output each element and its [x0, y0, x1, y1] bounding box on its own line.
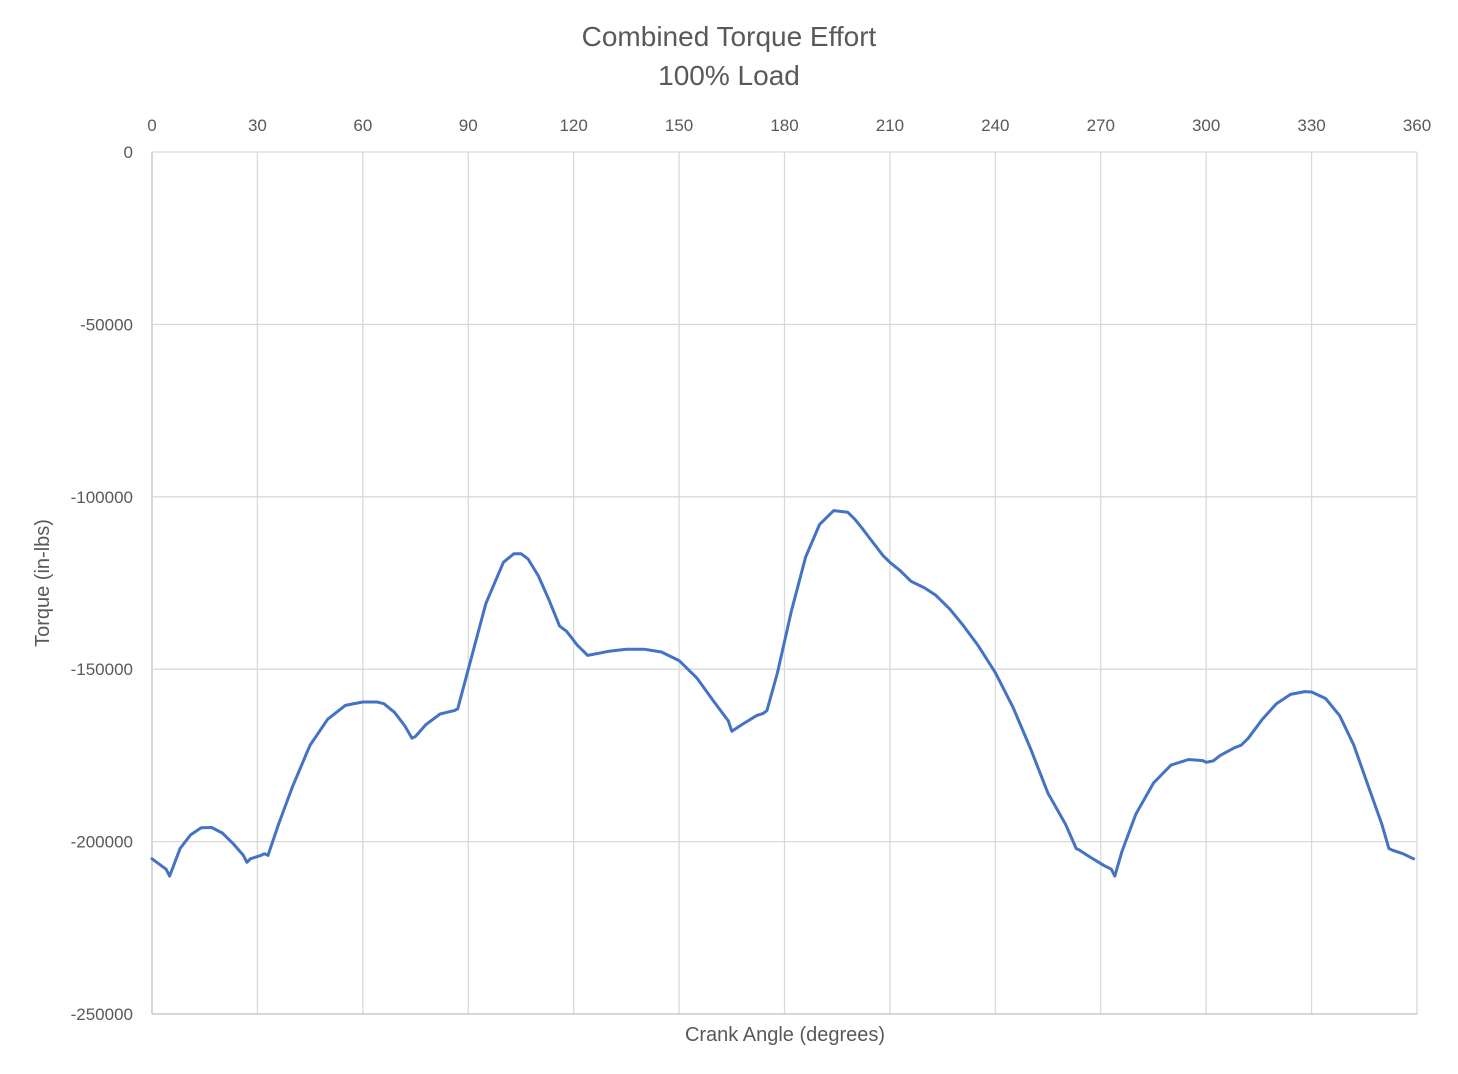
y-tick-label: -50000 — [80, 315, 133, 334]
grid — [151, 151, 1418, 1015]
x-axis-label: Crank Angle (degrees) — [685, 1024, 885, 1046]
x-tick-label: 360 — [1403, 116, 1431, 135]
x-tick-label: 330 — [1297, 116, 1325, 135]
x-axis-ticks: 0 30 60 90 120 150 180 210 240 270 300 330 360 — [147, 116, 1431, 135]
y-tick-label: -150000 — [71, 660, 133, 679]
y-tick-label: -200000 — [71, 833, 133, 852]
x-tick-label: 270 — [1087, 116, 1115, 135]
x-tick-label: 240 — [981, 116, 1009, 135]
y-tick-label: -250000 — [71, 1005, 133, 1024]
x-tick-label: 150 — [665, 116, 693, 135]
chart-title-line-1: Combined Torque Effort — [582, 21, 877, 52]
y-tick-label: 0 — [124, 143, 133, 162]
x-tick-label: 30 — [248, 116, 267, 135]
x-tick-label: 0 — [147, 116, 156, 135]
x-tick-label: 90 — [459, 116, 478, 135]
chart-title: Combined Torque Effort 100% Load — [582, 21, 877, 91]
y-axis-ticks: 0 -50000 -100000 -150000 -200000 -250000 — [71, 143, 133, 1024]
series-line-0 — [150, 509, 1415, 878]
x-tick-label: 120 — [559, 116, 587, 135]
y-tick-label: -100000 — [71, 488, 133, 507]
x-tick-label: 180 — [770, 116, 798, 135]
series-group — [150, 509, 1415, 878]
x-tick-label: 60 — [353, 116, 372, 135]
y-axis-label: Torque (in-lbs) — [32, 519, 54, 647]
x-tick-label: 300 — [1192, 116, 1220, 135]
x-tick-label: 210 — [876, 116, 904, 135]
chart-title-line-2: 100% Load — [658, 60, 800, 91]
